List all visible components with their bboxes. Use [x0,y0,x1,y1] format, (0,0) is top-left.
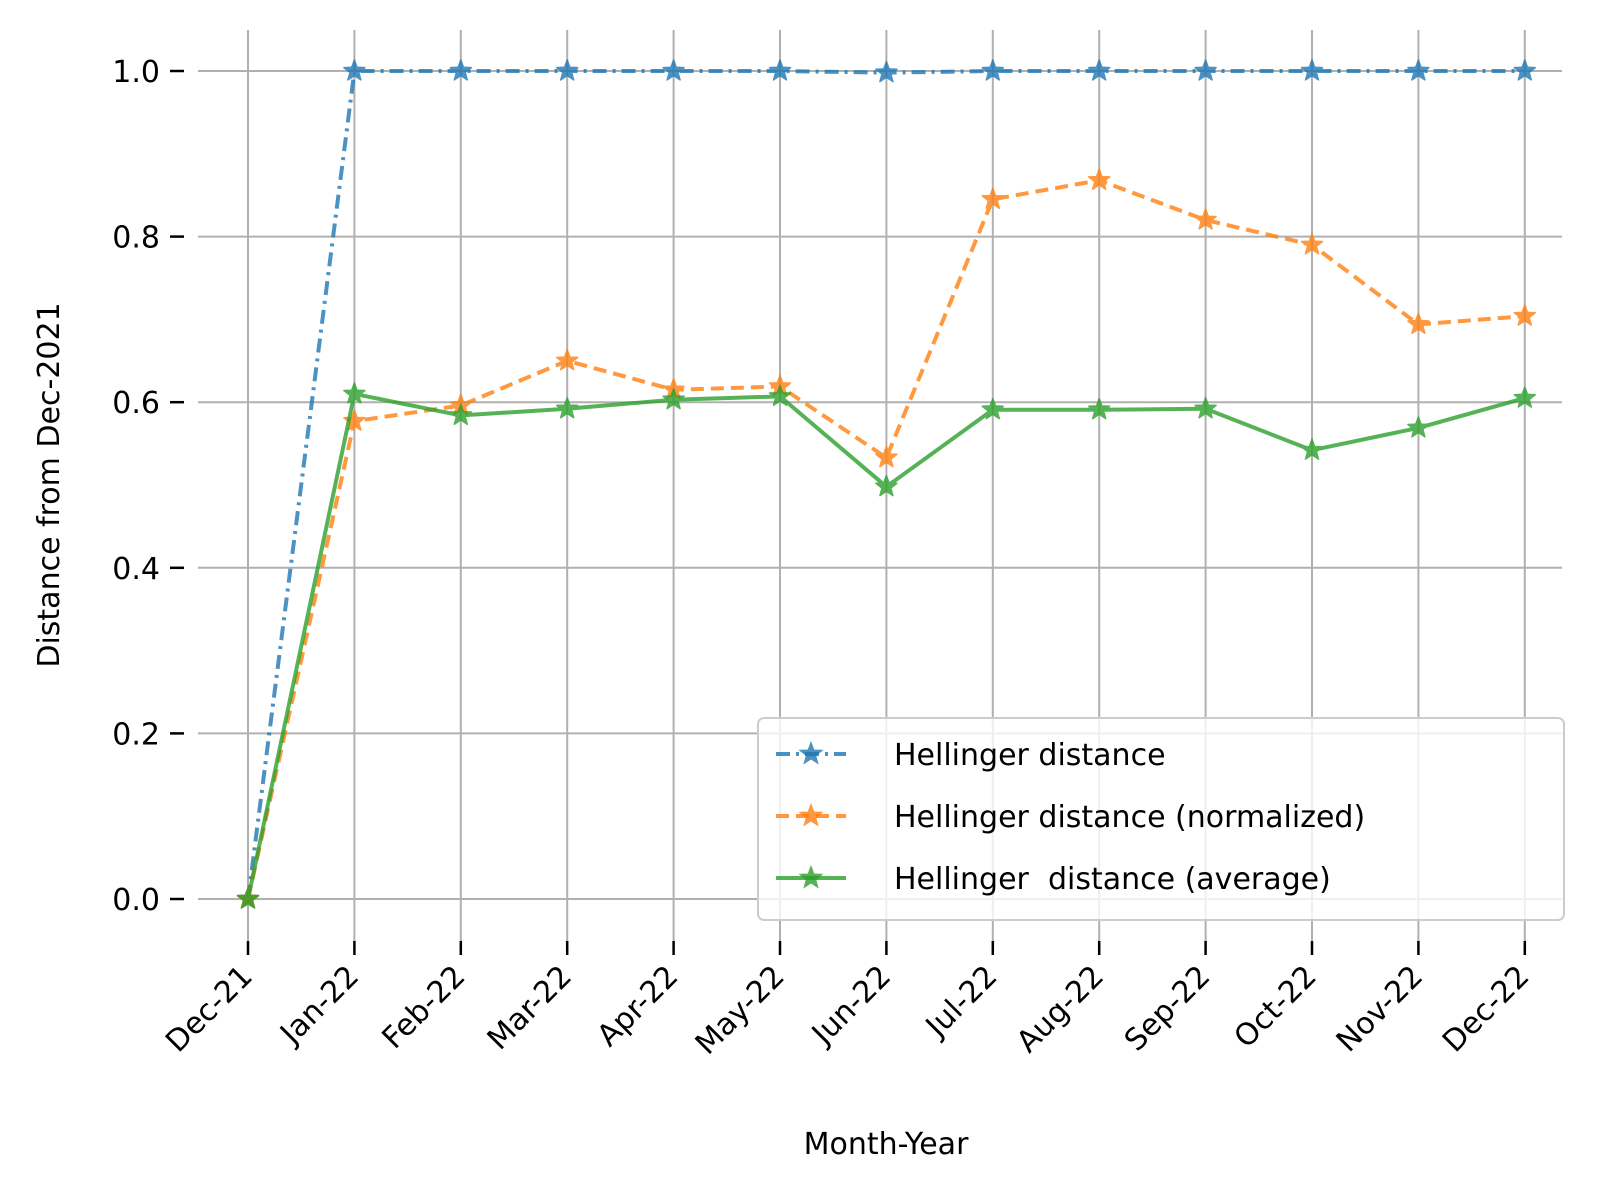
data-point [1407,59,1430,81]
data-point [1513,304,1537,326]
data-point [1300,233,1324,255]
data-point [555,349,579,371]
x-tick-label: Apr-22 [591,959,686,1054]
data-point [768,384,792,407]
data-point [449,59,473,81]
y-axis-label: Distance from Dec-2021 [32,302,67,667]
data-point [1407,416,1430,438]
x-tick-label: Dec-21 [159,959,259,1059]
legend-box [757,717,1565,921]
x-tick-label: Aug-22 [1010,959,1111,1060]
x-tick-label: May-22 [689,959,792,1062]
x-tick-label: Jan-22 [273,959,367,1053]
y-tick-label: 0.8 [112,221,160,256]
data-point [981,187,1005,209]
legend-item: Hellinger distance [776,738,1166,773]
data-point [1194,397,1217,419]
data-point [1407,312,1430,335]
legend-label: Hellinger distance [894,738,1166,773]
y-tick-label: 0.2 [112,717,160,752]
legend-marker [798,740,824,765]
series-3 [236,382,1537,909]
data-point [1513,386,1537,408]
data-point [1194,59,1217,81]
data-point [981,59,1005,81]
x-tick-label: Jun-22 [804,959,898,1053]
y-tick-label: 0.6 [112,386,160,421]
data-point [1087,59,1111,81]
x-tick-label: Oct-22 [1228,959,1324,1055]
data-point [1513,59,1537,81]
y-tick-label: 1.0 [112,55,160,90]
legend-marker [798,802,824,827]
data-point [875,445,898,468]
data-point [662,59,685,81]
data-point [236,887,260,909]
data-point [343,409,366,431]
data-point [555,397,579,419]
data-point [449,403,473,426]
data-point [1300,438,1324,460]
legend: Hellinger distance Hellinger distance (no… [757,717,1565,921]
data-point [343,59,366,81]
y-tick-label: 0.4 [112,552,160,587]
y-axis: 0.0 0.2 0.4 0.6 0.8 1.0 [112,55,184,918]
x-tick-label: Nov-22 [1330,959,1430,1059]
data-point [875,60,898,83]
legend-label: Hellinger distance (average) [894,862,1331,897]
x-axis: Dec-21 Jan-22 Feb-22 Mar-22 Apr-22 May-22 Jun-… [159,941,1536,1062]
legend-item: Hellinger distance (average) [776,862,1331,897]
data-point [555,59,579,81]
legend-item: Hellinger distance (normalized) [776,800,1365,835]
x-tick-label: Jul-22 [918,959,1004,1045]
data-point [1087,397,1111,420]
data-point [1300,59,1324,81]
x-tick-label: Dec-22 [1436,959,1536,1059]
data-point [1194,208,1217,230]
data-point [662,387,685,410]
legend-marker [798,864,824,889]
x-axis-label: Month-Year [804,1127,969,1162]
data-point [343,382,366,404]
data-point [1087,168,1111,190]
data-point [875,474,898,497]
series-layer [236,59,1537,909]
x-tick-label: Sep-22 [1118,959,1217,1058]
x-tick-label: Mar-22 [481,959,579,1057]
data-point [981,397,1005,420]
data-point [768,59,792,81]
x-tick-label: Feb-22 [375,959,472,1056]
legend-label: Hellinger distance (normalized) [894,800,1365,835]
y-tick-label: 0.0 [112,883,160,918]
